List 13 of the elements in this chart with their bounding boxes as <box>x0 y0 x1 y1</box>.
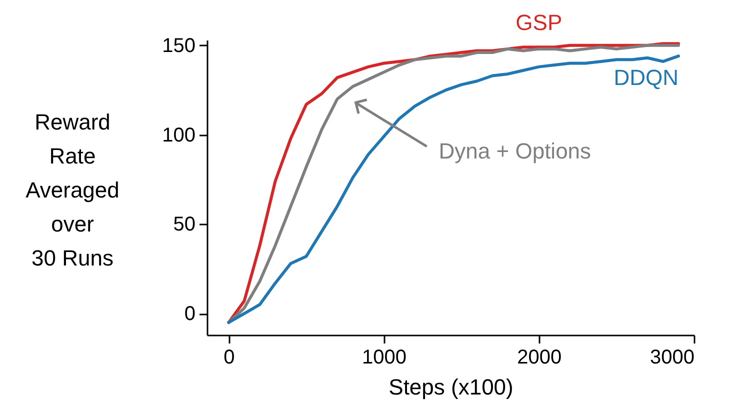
series-label: GSP <box>516 10 562 36</box>
x-tick-label: 1000 <box>362 346 407 368</box>
x-axis-title: Steps (x100) <box>388 374 514 400</box>
y-tick-label: 150 <box>162 34 196 57</box>
y-tick-label: 100 <box>162 124 196 146</box>
x-tick-label: 3000 <box>650 346 694 368</box>
text: Dyna + Options <box>438 138 592 164</box>
x-tick-label: 2000 <box>517 346 562 368</box>
y-tick-label: 50 <box>173 214 196 236</box>
y-axis-title: Reward Rate Averaged over 30 Runs <box>26 110 120 270</box>
x-tick-label: 0 <box>224 346 235 368</box>
y-tick-label: 0 <box>184 303 196 326</box>
series-label: DDQN <box>614 65 678 90</box>
